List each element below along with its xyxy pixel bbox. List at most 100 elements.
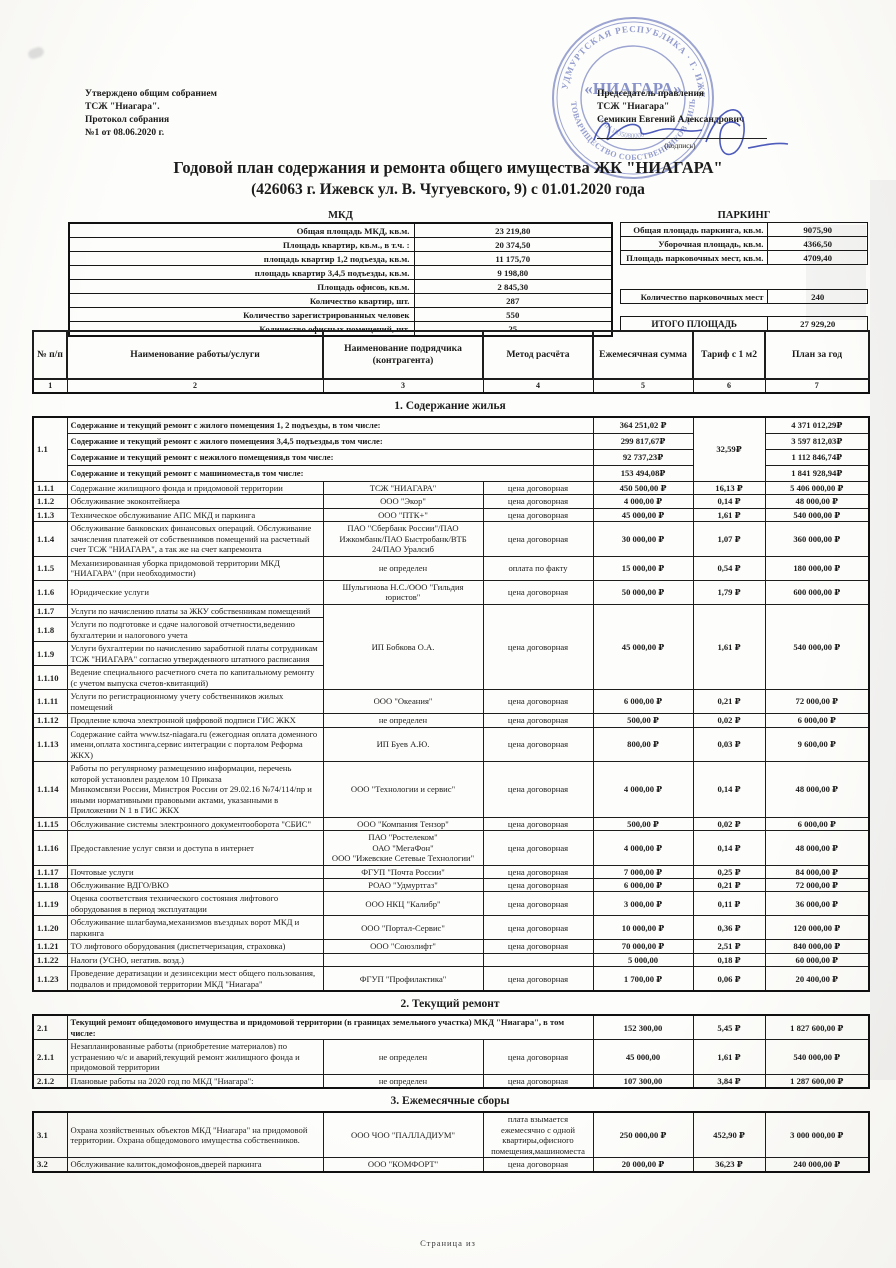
- work-description: Содержание и текущий ремонт с машиномест…: [66, 465, 594, 482]
- plan-row: 1.1.20 Обслуживание шлагбаума,механизмов …: [32, 915, 870, 941]
- contractor: ООО НКЦ "Калибр": [322, 891, 484, 917]
- mkd-label: Площадь офисов, кв.м.: [68, 279, 415, 294]
- plan-year: 84 000,00 ₽: [764, 864, 870, 880]
- plan-year: 4 371 012,29₽: [764, 416, 870, 434]
- mkd-label: площадь квартир 1,2 подъезда, кв.м.: [68, 251, 415, 266]
- monthly-sum: 250 000,00 ₽: [592, 1111, 694, 1159]
- plan-year: 48 000,00 ₽: [764, 761, 870, 818]
- mkd-row: Количество квартир, шт. 287: [68, 293, 613, 308]
- tariff: 2,51 ₽: [692, 939, 766, 954]
- work-description: Содержание сайта www.tsz-niagara.ru (еже…: [66, 726, 324, 763]
- plan-year: 360 000,00 ₽: [764, 521, 870, 557]
- page-footer: Страница из: [420, 1238, 476, 1248]
- plan-row: 1.1.2 Обслуживание экоконтейнера ООО "Экор…: [32, 494, 870, 509]
- contractor: ПАО "Ростелеком" ОАО "МегаФон" ООО "Ижев…: [322, 830, 484, 866]
- row-number: 1.1.18: [32, 877, 68, 893]
- work-description: Обслуживание ВДГО/ВКО: [66, 877, 324, 893]
- monthly-sum: 500,00 ₽: [592, 816, 694, 832]
- monthly-sum: 30 000,00 ₽: [592, 521, 694, 557]
- tariff: 3,84 ₽: [692, 1073, 766, 1089]
- parking-spots-value: 240: [767, 289, 868, 304]
- calc-method: цена договорная: [482, 1073, 594, 1089]
- plan-year: 120 000,00 ₽: [764, 915, 870, 941]
- work-description: Техническое обслуживание АПС МКД и парки…: [66, 507, 324, 523]
- spacer-cell: [621, 265, 868, 290]
- work-description: Продление ключа электронной цифровой под…: [66, 713, 324, 728]
- contractor: ООО "Союзлифт": [322, 939, 484, 954]
- monthly-sum: 500,00 ₽: [592, 713, 694, 728]
- work-description: Ведение специального расчетного счета по…: [66, 665, 324, 691]
- work-description: Содержание и текущий ремонт с жилого пом…: [66, 433, 594, 450]
- plan-row: 1.1.13 Содержание сайта www.tsz-niagara.r…: [32, 726, 870, 763]
- parking-value: 4709,40: [767, 250, 868, 265]
- work-description: Обслуживание системы электронного докуме…: [66, 816, 324, 832]
- row-number: 1.1.14: [32, 761, 68, 818]
- calc-method: цена договорная: [482, 966, 594, 992]
- row-number: 1.1.16: [32, 830, 68, 866]
- tariff: 1,07 ₽: [692, 521, 766, 557]
- tariff: 5,45 ₽: [692, 1014, 766, 1041]
- mkd-value: 2 845,30: [413, 279, 613, 294]
- plan-row: 1.1.21 ТО лифтового оборудования (диспетч…: [32, 939, 870, 954]
- col-header-plan: План за год: [764, 330, 870, 380]
- row-number: 1.1.22: [32, 952, 68, 968]
- calc-method: цена договорная: [482, 507, 594, 523]
- monthly-sum: 5 000,00: [592, 952, 694, 968]
- svg-text:УДМУРТСКАЯ РЕСПУБЛИКА · Г. ИЖЕ: УДМУРТСКАЯ РЕСПУБЛИКА · Г. ИЖЕВСК: [505, 8, 707, 99]
- plan-row: 1.1.11 Услуги по регистрационному учету с…: [32, 689, 870, 715]
- col-header-monthly: Ежемесячная сумма: [592, 330, 694, 380]
- work-description: Содержание жилищного фонда и придомовой …: [66, 480, 324, 496]
- calc-method: цена договорная: [482, 816, 594, 832]
- row-number: 1.1.5: [32, 555, 68, 581]
- col-number: 2: [66, 378, 324, 394]
- mkd-value: 11 175,70: [413, 251, 613, 266]
- contractor: не определен: [322, 1073, 484, 1089]
- mkd-value: 287: [413, 293, 613, 308]
- total-area-label: ИТОГО ПЛОЩАДЬ: [619, 316, 769, 331]
- plan-row: 1.1.3 Техническое обслуживание АПС МКД и …: [32, 507, 870, 523]
- monthly-sum: 1 700,00 ₽: [592, 966, 694, 992]
- mkd-value: 20 374,50: [413, 237, 613, 252]
- work-description: Обслуживание шлагбаума,механизмов въездн…: [66, 915, 324, 941]
- work-description: Почтовые услуги: [66, 864, 324, 880]
- contractor: ФГУП "Профилактика": [322, 966, 484, 992]
- parking-row: Площадь парковочных мест, кв.м. 4709,40: [619, 250, 868, 265]
- plan-row: 1.1.10 Ведение специального расчетного сч…: [32, 665, 869, 691]
- row-number: 1.1.21: [32, 939, 68, 954]
- row-number: 1.1.10: [32, 665, 68, 691]
- mkd-label: Общая площадь МКД, кв.м.: [68, 222, 415, 238]
- contractor: ООО "Портал-Сервис": [322, 915, 484, 941]
- contractor: ООО "ПТК+": [322, 507, 484, 523]
- plan-year: 48 000,00 ₽: [764, 830, 870, 866]
- plan-year: 36 000,00 ₽: [764, 891, 870, 917]
- mkd-label: площадь квартир 3,4,5 подъезды, кв.м.: [68, 265, 415, 280]
- contractor: [322, 952, 484, 968]
- calc-method: цена договорная: [482, 726, 594, 763]
- work-description: Содержание и текущий ремонт с нежилого п…: [66, 449, 594, 466]
- document-title: Годовой план содержания и ремонта общего…: [48, 158, 848, 199]
- monthly-sum: 364 251,02 ₽: [592, 416, 694, 434]
- mkd-value: 9 198,80: [413, 265, 613, 280]
- work-description: ТО лифтового оборудования (диспетчеризац…: [66, 939, 324, 954]
- row-number: 1.1.9: [32, 641, 68, 667]
- parking-spots-row: Количество парковочных мест 240: [619, 289, 868, 304]
- row-number: 1.1.15: [32, 816, 68, 832]
- col-header-work: Наименование работы/услуги: [66, 330, 324, 380]
- calc-method: цена договорная: [482, 713, 594, 728]
- row-number: 1.1.6: [32, 579, 68, 605]
- tariff: 16,13 ₽: [692, 480, 766, 496]
- contractor: ТСЖ "НИАГАРА": [322, 480, 484, 496]
- scan-artifact: [26, 45, 46, 61]
- parking-value: 4366,50: [767, 236, 868, 251]
- work-description: Обслуживание экоконтейнера: [66, 494, 324, 509]
- row-number: 2.1: [32, 1014, 68, 1041]
- row-number: 3.2: [32, 1157, 68, 1173]
- approved-block: Утверждено общим собранием ТСЖ "Ниагара"…: [85, 88, 217, 140]
- work-description: Работы по регулярному размещению информа…: [66, 761, 324, 818]
- spacer-row: [621, 265, 868, 290]
- mkd-value: 23 219,80: [413, 222, 613, 238]
- monthly-sum: 70 000,00 ₽: [592, 939, 694, 954]
- calc-method: цена договорная: [482, 603, 594, 691]
- parking-caption: ПАРКИНГ: [717, 210, 771, 221]
